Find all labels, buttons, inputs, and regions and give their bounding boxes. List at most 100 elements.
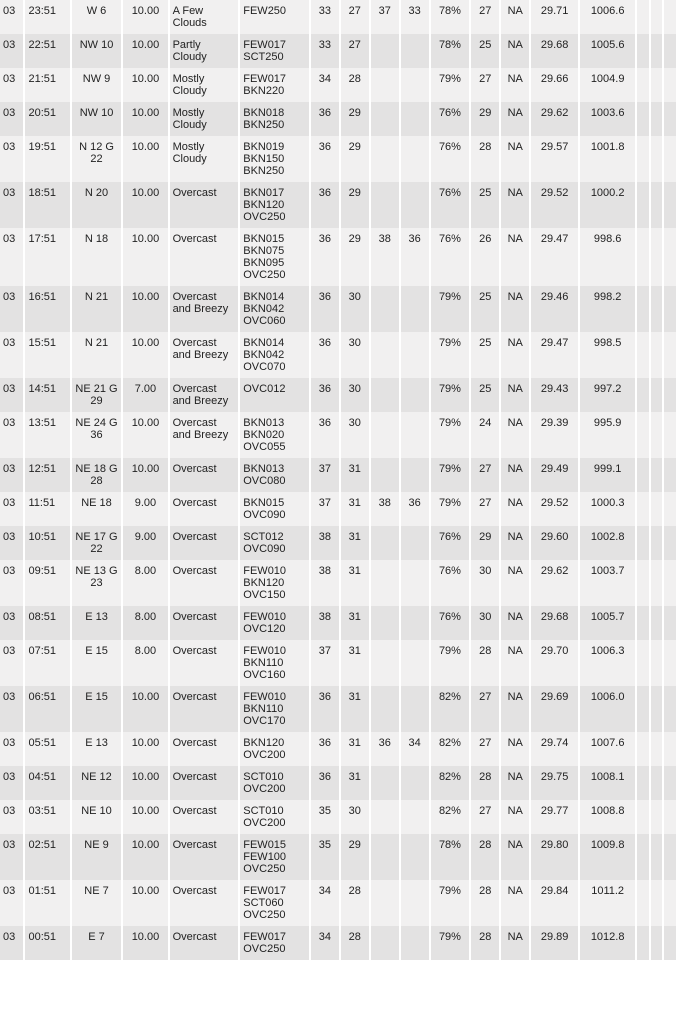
cell-vis: 8.00 <box>122 606 168 640</box>
cell-rh: 76% <box>430 228 471 286</box>
cell-day: 03 <box>0 926 24 960</box>
cell-cond: Partly Cloudy <box>169 34 240 68</box>
cell-slp: 999.1 <box>579 458 636 492</box>
cell-x2 <box>650 834 664 880</box>
cell-wind: NE 9 <box>71 834 123 880</box>
cell-day: 03 <box>0 0 24 34</box>
cell-x3 <box>663 880 677 926</box>
table-row: 0302:51NE 910.00OvercastFEW015 FEW100 OV… <box>0 834 677 880</box>
cell-x2 <box>650 526 664 560</box>
cell-wind: E 13 <box>71 606 123 640</box>
cell-x2 <box>650 0 664 34</box>
cell-day: 03 <box>0 102 24 136</box>
cell-vis: 7.00 <box>122 378 168 412</box>
cell-x1 <box>636 926 650 960</box>
cell-x3 <box>663 34 677 68</box>
cell-sky: BKN015 OVC090 <box>239 492 310 526</box>
cell-t4 <box>400 766 430 800</box>
cell-d2: NA <box>500 34 530 68</box>
cell-cond: Mostly Cloudy <box>169 136 240 182</box>
cell-vis: 8.00 <box>122 640 168 686</box>
cell-t1: 33 <box>310 34 340 68</box>
table-row: 0308:51E 138.00OvercastFEW010 OVC1203831… <box>0 606 677 640</box>
cell-d2: NA <box>500 686 530 732</box>
table-row: 0316:51N 2110.00Overcast and BreezyBKN01… <box>0 286 677 332</box>
cell-sky: FEW250 <box>239 0 310 34</box>
cell-alt: 29.62 <box>530 560 579 606</box>
cell-t4 <box>400 136 430 182</box>
cell-rh: 79% <box>430 640 471 686</box>
cell-slp: 1004.9 <box>579 68 636 102</box>
cell-t2: 30 <box>340 800 370 834</box>
cell-time: 20:51 <box>24 102 70 136</box>
cell-vis: 10.00 <box>122 68 168 102</box>
cell-time: 07:51 <box>24 640 70 686</box>
cell-vis: 10.00 <box>122 412 168 458</box>
cell-x3 <box>663 766 677 800</box>
cell-cond: Overcast and Breezy <box>169 412 240 458</box>
cell-x3 <box>663 834 677 880</box>
cell-d2: NA <box>500 286 530 332</box>
cell-x2 <box>650 640 664 686</box>
cell-x1 <box>636 458 650 492</box>
cell-t2: 27 <box>340 34 370 68</box>
cell-day: 03 <box>0 286 24 332</box>
cell-t2: 30 <box>340 286 370 332</box>
cell-d2: NA <box>500 458 530 492</box>
cell-day: 03 <box>0 834 24 880</box>
cell-t2: 28 <box>340 68 370 102</box>
cell-x2 <box>650 102 664 136</box>
cell-t2: 29 <box>340 182 370 228</box>
cell-wind: E 7 <box>71 926 123 960</box>
cell-sky: FEW010 BKN110 OVC160 <box>239 640 310 686</box>
cell-slp: 1008.8 <box>579 800 636 834</box>
cell-x2 <box>650 686 664 732</box>
cell-x1 <box>636 686 650 732</box>
cell-wind: NE 7 <box>71 880 123 926</box>
cell-d1: 28 <box>470 136 500 182</box>
cell-t4 <box>400 560 430 606</box>
cell-slp: 998.5 <box>579 332 636 378</box>
cell-x3 <box>663 378 677 412</box>
cell-t4 <box>400 526 430 560</box>
table-row: 0305:51E 1310.00OvercastBKN120 OVC200363… <box>0 732 677 766</box>
cell-day: 03 <box>0 686 24 732</box>
cell-d1: 27 <box>470 458 500 492</box>
cell-alt: 29.47 <box>530 332 579 378</box>
cell-sky: BKN018 BKN250 <box>239 102 310 136</box>
cell-slp: 1000.2 <box>579 182 636 228</box>
cell-d2: NA <box>500 412 530 458</box>
cell-cond: Overcast <box>169 834 240 880</box>
cell-x1 <box>636 182 650 228</box>
cell-cond: Overcast <box>169 926 240 960</box>
cell-t3 <box>370 102 400 136</box>
cell-alt: 29.75 <box>530 766 579 800</box>
cell-t2: 29 <box>340 136 370 182</box>
cell-x1 <box>636 68 650 102</box>
cell-day: 03 <box>0 880 24 926</box>
cell-slp: 1006.0 <box>579 686 636 732</box>
cell-x3 <box>663 732 677 766</box>
cell-t1: 36 <box>310 412 340 458</box>
cell-vis: 10.00 <box>122 880 168 926</box>
cell-vis: 10.00 <box>122 0 168 34</box>
cell-slp: 1005.6 <box>579 34 636 68</box>
cell-rh: 82% <box>430 800 471 834</box>
cell-t3 <box>370 640 400 686</box>
cell-t3 <box>370 332 400 378</box>
cell-cond: Overcast and Breezy <box>169 286 240 332</box>
cell-sky: FEW017 SCT060 OVC250 <box>239 880 310 926</box>
cell-d2: NA <box>500 68 530 102</box>
table-row: 0318:51N 2010.00OvercastBKN017 BKN120 OV… <box>0 182 677 228</box>
table-row: 0309:51NE 13 G 238.00OvercastFEW010 BKN1… <box>0 560 677 606</box>
cell-alt: 29.49 <box>530 458 579 492</box>
cell-cond: Overcast and Breezy <box>169 332 240 378</box>
cell-x1 <box>636 492 650 526</box>
cell-t4 <box>400 926 430 960</box>
cell-day: 03 <box>0 182 24 228</box>
cell-x3 <box>663 686 677 732</box>
cell-x3 <box>663 412 677 458</box>
observation-table: 0323:51W 610.00A Few CloudsFEW2503327373… <box>0 0 678 960</box>
cell-rh: 79% <box>430 286 471 332</box>
cell-x3 <box>663 640 677 686</box>
